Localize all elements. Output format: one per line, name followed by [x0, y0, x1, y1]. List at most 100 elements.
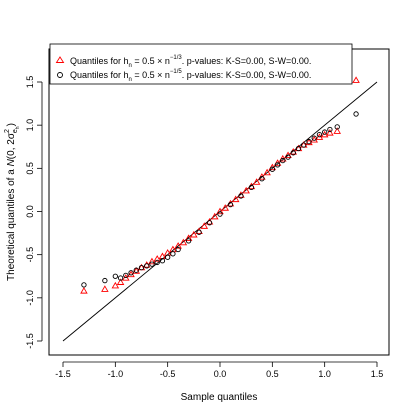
data-point-circle [327, 126, 333, 133]
data-point-circle [322, 129, 328, 135]
data-point-triangle [158, 252, 167, 260]
data-point-triangle [111, 281, 120, 289]
data-point-triangle [101, 285, 109, 292]
data-point-circle [316, 132, 323, 138]
data-point-circle [290, 150, 296, 156]
y-axis: -1.5 -1.0 -0.5 0.0 0.5 1.0 1.5 [25, 76, 43, 349]
legend-marker-circle [57, 72, 63, 78]
y-axis-title-dist: N [6, 158, 17, 166]
legend-box [49, 43, 353, 85]
plot-frame [48, 48, 390, 356]
y-axis-title-prefix: Theoretical quantiles of a [6, 166, 17, 281]
data-point-triangle [210, 212, 219, 220]
data-point-circle [311, 135, 317, 141]
data-point-circle [206, 220, 213, 226]
x-axis-title: Sample quantiles [181, 392, 258, 403]
data-point-circle [165, 254, 171, 260]
data-point-circle [259, 176, 265, 182]
data-point-circle [217, 211, 223, 217]
svg-text:Theoretical quantiles of a N(0: Theoretical quantiles of a N(0, 2σ2eh) [4, 123, 21, 281]
data-point-circle [117, 275, 124, 281]
data-point-circle [280, 157, 286, 164]
data-point-circle [175, 246, 181, 253]
data-point-circle [123, 272, 129, 279]
data-point-triangle [153, 255, 161, 262]
data-point-circle [248, 184, 255, 190]
data-point-triangle [242, 186, 250, 194]
data-point-circle [112, 273, 118, 279]
x-tick-label: -1.0 [108, 369, 124, 379]
legend-entry-1: Quantiles for hn = 0.5 × n−1/3. p-values… [70, 55, 311, 69]
x-tick-label: 0.0 [214, 369, 227, 379]
data-point-circle [295, 145, 302, 152]
data-point-triangle [221, 204, 230, 211]
data-point-triangle [174, 242, 182, 249]
data-point-circle [301, 142, 307, 148]
data-point-circle [285, 154, 291, 160]
y-tick-label: 0.5 [25, 162, 35, 175]
points-layer [80, 76, 360, 294]
series-1 [80, 76, 360, 294]
data-point-triangle [320, 130, 329, 138]
data-point-circle [238, 193, 244, 199]
x-tick-label: 1.5 [371, 369, 384, 379]
y-tick-label: 1.0 [25, 119, 35, 132]
data-point-circle [133, 267, 139, 273]
data-point-triangle [116, 278, 125, 285]
x-tick-label: -0.5 [160, 369, 176, 379]
data-point-circle [306, 138, 312, 145]
data-point-circle [102, 277, 108, 284]
data-point-circle [353, 111, 359, 117]
data-point-triangle [190, 230, 198, 238]
data-point-circle [170, 251, 176, 257]
data-point-triangle [122, 274, 130, 281]
y-axis-title-args: (0, 2σ [6, 132, 17, 159]
y-tick-label: -1.5 [25, 333, 35, 349]
data-point-triangle [148, 257, 156, 265]
x-tick-label: 0.5 [266, 369, 279, 379]
data-point-circle [144, 263, 150, 269]
data-point-triangle [263, 168, 271, 176]
data-point-circle [334, 124, 340, 130]
y-tick-label: -1.0 [25, 290, 35, 306]
y-axis-title-sup: 2 [4, 129, 11, 133]
data-point-circle [185, 238, 192, 244]
x-axis: -1.5 -1.0 -0.5 0.0 0.5 1.0 1.5 [55, 361, 384, 379]
data-point-triangle [179, 238, 188, 246]
data-point-triangle [184, 234, 193, 241]
data-point-circle [227, 201, 234, 208]
data-point-triangle [333, 127, 342, 134]
data-point-circle [159, 258, 166, 264]
y-axis-title: Theoretical quantiles of a N(0, 2σ2eh) [4, 123, 21, 281]
data-point-triangle [231, 195, 240, 203]
y-tick-label: 1.5 [25, 76, 35, 89]
data-point-triangle [315, 133, 324, 140]
x-tick-label: 1.0 [318, 369, 331, 379]
data-point-circle [154, 259, 160, 266]
data-point-triangle [216, 207, 224, 215]
data-point-circle [269, 166, 275, 172]
y-axis-title-sub: e [12, 129, 19, 133]
data-point-triangle [352, 76, 360, 83]
data-point-circle [196, 229, 202, 235]
legend: Quantiles for hn = 0.5 × n−1/3. p-values… [49, 43, 353, 85]
y-axis-title-sub2: h [15, 126, 21, 129]
data-point-triangle [252, 178, 261, 185]
data-point-circle [274, 162, 281, 168]
y-tick-label: -0.5 [25, 247, 35, 263]
data-point-circle [149, 261, 155, 267]
legend-entry-2: Quantiles for hn = 0.5 × n−1/5. p-values… [70, 69, 311, 83]
x-tick-label: -1.5 [55, 369, 71, 379]
data-point-triangle [200, 222, 209, 229]
data-point-circle [128, 270, 134, 276]
data-point-triangle [80, 287, 88, 294]
legend-marker-triangle [55, 56, 65, 63]
data-point-circle [138, 264, 145, 271]
data-point-circle [81, 282, 87, 288]
data-point-triangle [305, 138, 313, 146]
data-point-triangle [132, 267, 141, 274]
y-axis-title-close: ) [6, 123, 17, 126]
data-point-triangle [326, 129, 334, 136]
series-2 [81, 111, 359, 288]
